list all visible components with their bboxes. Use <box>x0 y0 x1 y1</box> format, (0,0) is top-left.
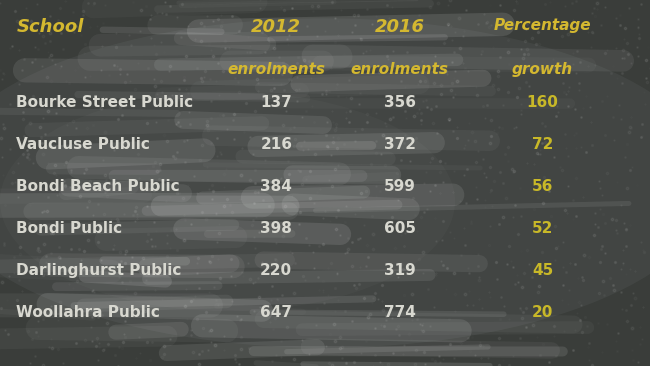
Text: 774: 774 <box>384 306 416 320</box>
Text: School: School <box>16 18 84 36</box>
Text: enrolments: enrolments <box>351 62 448 77</box>
Text: 319: 319 <box>384 264 415 278</box>
Text: 220: 220 <box>260 264 292 278</box>
Text: 72: 72 <box>532 137 553 152</box>
Text: 2016: 2016 <box>375 18 424 36</box>
Text: 52: 52 <box>532 221 553 236</box>
Text: 372: 372 <box>384 137 416 152</box>
Text: Bondi Public: Bondi Public <box>16 221 122 236</box>
Text: Percentage: Percentage <box>494 18 592 33</box>
Text: 160: 160 <box>526 95 559 110</box>
Text: 45: 45 <box>532 264 553 278</box>
Text: Bourke Street Public: Bourke Street Public <box>16 95 194 110</box>
Text: 605: 605 <box>384 221 416 236</box>
Text: 356: 356 <box>384 95 416 110</box>
Ellipse shape <box>0 92 455 311</box>
Text: 647: 647 <box>260 306 292 320</box>
Text: 56: 56 <box>532 179 553 194</box>
Text: Darlinghurst Public: Darlinghurst Public <box>16 264 181 278</box>
Text: 216: 216 <box>260 137 292 152</box>
Text: enrolments: enrolments <box>227 62 325 77</box>
Ellipse shape <box>0 18 650 348</box>
Text: 137: 137 <box>261 95 292 110</box>
Text: 398: 398 <box>260 221 292 236</box>
Text: Bondi Beach Public: Bondi Beach Public <box>16 179 180 194</box>
Text: 384: 384 <box>260 179 292 194</box>
Text: 20: 20 <box>532 306 553 320</box>
Text: 599: 599 <box>384 179 416 194</box>
Text: 2012: 2012 <box>252 18 301 36</box>
Text: Woollahra Public: Woollahra Public <box>16 306 160 320</box>
Text: Vaucluse Public: Vaucluse Public <box>16 137 150 152</box>
Text: growth: growth <box>512 62 573 77</box>
